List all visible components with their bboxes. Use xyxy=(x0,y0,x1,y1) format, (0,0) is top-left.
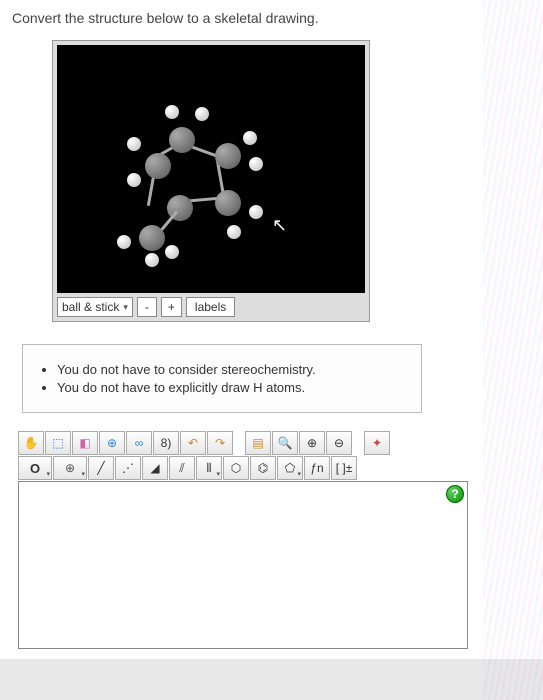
search-tool-icon: 🔍 xyxy=(278,436,293,450)
drawing-canvas[interactable]: ? xyxy=(18,481,468,649)
hand-tool-button[interactable]: ✋ xyxy=(18,431,44,455)
caret-down-icon: ▾ xyxy=(216,470,220,478)
view-mode-label: ball & stick xyxy=(62,300,119,314)
hand-tool-icon: ✋ xyxy=(24,436,39,450)
zoom-out-button[interactable]: - xyxy=(137,297,157,317)
pentagon-button[interactable]: ⬠▾ xyxy=(277,456,303,480)
sparkle-icon: ✦ xyxy=(372,436,382,450)
triple-bond-icon: ⫴ xyxy=(206,461,211,476)
instruction-item: You do not have to explicitly draw H ato… xyxy=(57,380,405,395)
zoom-in-button[interactable]: + xyxy=(161,297,182,317)
redo-button[interactable]: ↷ xyxy=(207,431,233,455)
molecule-controls: ball & stick ▾ - + labels xyxy=(57,293,365,317)
zoom-in-icon: ⊕ xyxy=(307,436,317,450)
molecule-panel: ↖ ball & stick ▾ - + labels xyxy=(52,40,370,322)
plus-target-icon: ⊕ xyxy=(65,461,75,475)
select-tool-button[interactable]: ⬚ xyxy=(45,431,71,455)
single-bond-icon: ╱ xyxy=(97,461,104,475)
bracket-tool-icon: 8) xyxy=(161,436,172,450)
toolbar-row-2: O▾⊕▾╱⋰◢⫽⫴▾⬡⌬⬠▾ƒn[ ]± xyxy=(18,456,468,480)
dotted-bond-icon: ⋰ xyxy=(122,461,134,475)
help-button[interactable]: ? xyxy=(446,485,464,503)
molecule-3d-viewer[interactable]: ↖ xyxy=(57,45,365,293)
single-bond-button[interactable]: ╱ xyxy=(88,456,114,480)
undo-button[interactable]: ↶ xyxy=(180,431,206,455)
question-prompt: Convert the structure below to a skeleta… xyxy=(12,10,531,26)
triple-bond-button[interactable]: ⫴▾ xyxy=(196,456,222,480)
pentagon-icon: ⬠ xyxy=(285,461,295,475)
caret-down-icon: ▾ xyxy=(46,470,50,478)
plus-circle-icon: ⊕ xyxy=(107,436,117,450)
toolbar-row-1: ✋ ⬚ ◧ ⊕ ∞ 8) ↶ ↷ ▤ 🔍 ⊕ ⊖ ✦ xyxy=(18,431,468,455)
charge-icon: [ ]± xyxy=(336,461,353,475)
select-tool-icon: ⬚ xyxy=(52,436,63,450)
function-button[interactable]: ƒn xyxy=(304,456,330,480)
help-icon: ? xyxy=(451,487,458,501)
cursor-icon: ↖ xyxy=(272,215,287,236)
double-bond-button[interactable]: ⫽ xyxy=(169,456,195,480)
eraser-tool-button[interactable]: ◧ xyxy=(72,431,98,455)
caret-down-icon: ▾ xyxy=(81,470,85,478)
charge-button[interactable]: [ ]± xyxy=(331,456,357,480)
infinity-tool-icon: ∞ xyxy=(135,436,144,450)
undo-icon: ↶ xyxy=(188,436,198,450)
question-page: Convert the structure below to a skeleta… xyxy=(0,0,543,659)
benzene-button[interactable]: ⌬ xyxy=(250,456,276,480)
zoom-out-button[interactable]: ⊖ xyxy=(326,431,352,455)
double-bond-icon: ⫽ xyxy=(179,461,184,476)
instructions-list: You do not have to consider stereochemis… xyxy=(39,362,405,395)
dotted-bond-button[interactable]: ⋰ xyxy=(115,456,141,480)
color-tool-button[interactable]: ▤ xyxy=(245,431,271,455)
instructions-box: You do not have to consider stereochemis… xyxy=(22,344,422,413)
sparkle-button[interactable]: ✦ xyxy=(364,431,390,455)
eraser-tool-icon: ◧ xyxy=(79,436,90,450)
zoom-out-icon: ⊖ xyxy=(334,436,344,450)
function-icon: ƒn xyxy=(310,461,323,475)
search-tool-button[interactable]: 🔍 xyxy=(272,431,298,455)
benzene-icon: ⌬ xyxy=(258,461,268,475)
chevron-down-icon: ▾ xyxy=(123,302,128,313)
labels-button[interactable]: labels xyxy=(186,297,235,317)
infinity-tool-button[interactable]: ∞ xyxy=(126,431,152,455)
instruction-item: You do not have to consider stereochemis… xyxy=(57,362,405,377)
plus-target-button[interactable]: ⊕▾ xyxy=(53,456,87,480)
atom-o-icon: O xyxy=(30,461,40,476)
atom-o-button[interactable]: O▾ xyxy=(18,456,52,480)
hexagon-button[interactable]: ⬡ xyxy=(223,456,249,480)
structure-editor: ✋⬚◧⊕∞8)↶↷▤🔍⊕⊖✦ O▾⊕▾╱⋰◢⫽⫴▾⬡⌬⬠▾ƒn[ ]± ? xyxy=(18,431,468,649)
redo-icon: ↷ xyxy=(215,436,225,450)
view-mode-dropdown[interactable]: ball & stick ▾ xyxy=(57,297,133,317)
bracket-tool-button[interactable]: 8) xyxy=(153,431,179,455)
plus-circle-button[interactable]: ⊕ xyxy=(99,431,125,455)
zoom-in-button[interactable]: ⊕ xyxy=(299,431,325,455)
hexagon-icon: ⬡ xyxy=(231,461,241,475)
color-tool-icon: ▤ xyxy=(252,436,263,450)
wedge-bond-button[interactable]: ◢ xyxy=(142,456,168,480)
caret-down-icon: ▾ xyxy=(297,470,301,478)
wedge-bond-icon: ◢ xyxy=(150,461,159,475)
